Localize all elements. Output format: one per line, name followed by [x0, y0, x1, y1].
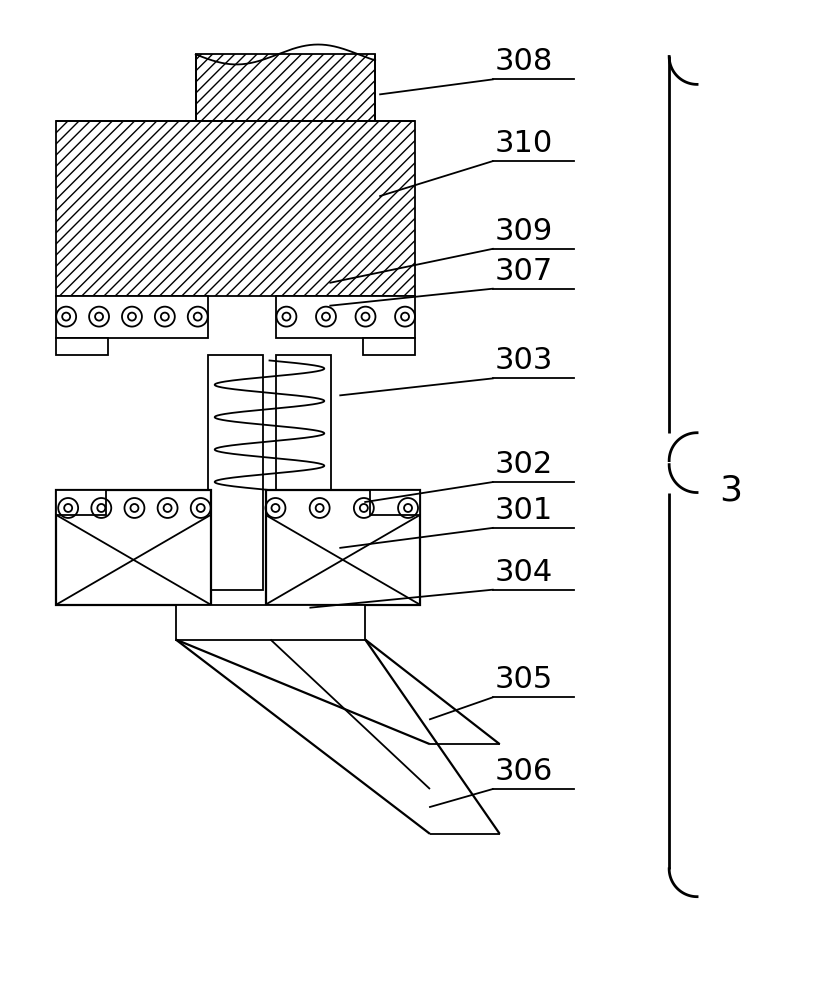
Text: 309: 309 — [494, 217, 553, 246]
Bar — [56, 338, 108, 355]
Text: 307: 307 — [494, 257, 553, 286]
Bar — [363, 338, 415, 355]
Bar — [276, 355, 331, 590]
Bar — [207, 355, 263, 590]
Bar — [370, 490, 420, 515]
Bar — [276, 296, 415, 338]
Text: 306: 306 — [494, 757, 553, 786]
Text: 308: 308 — [494, 47, 553, 76]
Bar — [265, 490, 420, 605]
Bar — [196, 54, 375, 121]
Text: 310: 310 — [494, 129, 553, 158]
Bar — [56, 490, 211, 605]
Bar — [176, 605, 364, 640]
Bar — [56, 296, 207, 338]
Text: 303: 303 — [494, 346, 553, 375]
Text: 302: 302 — [494, 450, 553, 479]
Text: 3: 3 — [718, 473, 741, 507]
Text: 301: 301 — [494, 496, 553, 525]
Bar — [56, 490, 106, 515]
Text: 304: 304 — [494, 558, 553, 587]
Bar — [56, 121, 415, 296]
Text: 305: 305 — [494, 665, 553, 694]
